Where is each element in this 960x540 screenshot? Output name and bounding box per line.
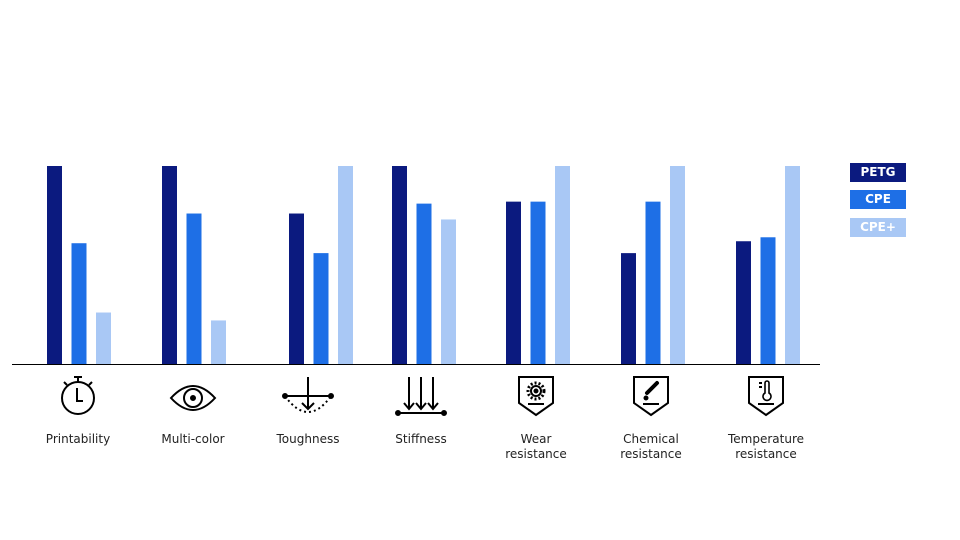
category-label-line: resistance (505, 447, 567, 461)
bar-petg-1 (162, 166, 177, 364)
category-label-line: resistance (620, 447, 682, 461)
category-label-line: Toughness (276, 432, 340, 446)
bar-cpe-0 (71, 243, 87, 364)
category-label: Wear resistance (481, 432, 591, 462)
category-label-line: Stiffness (395, 432, 447, 446)
bar-cpe-5 (645, 201, 661, 364)
dropper-shield-icon (633, 376, 669, 417)
gear-shield-icon (518, 376, 554, 417)
stopwatch-icon (61, 376, 95, 415)
bar-petg-6 (736, 241, 751, 364)
bar-cpe-plus-4 (555, 166, 570, 364)
category-label-line: Multi-color (161, 432, 225, 446)
bar-cpe-plus-6 (785, 166, 800, 364)
bar-cpe-1 (186, 213, 202, 364)
category-label: Stiffness (366, 432, 476, 447)
category-label: Toughness (253, 432, 363, 447)
bar-cpe-plus-5 (670, 166, 685, 364)
bar-cpe-plus-3 (441, 219, 456, 364)
category-label: Temperature resistance (711, 432, 821, 462)
category-label-line: resistance (735, 447, 797, 461)
category-label: Multi-color (138, 432, 248, 447)
category-label-line: Chemical (623, 432, 679, 446)
bar-cpe-plus-0 (96, 312, 111, 364)
category-label: Chemical resistance (596, 432, 706, 462)
bar-cpe-2 (313, 253, 329, 364)
category-label: Printability (23, 432, 133, 447)
legend-item-petg: PETG (850, 163, 906, 182)
bar-cpe-3 (416, 203, 432, 364)
downward-arrows-icon (395, 377, 447, 416)
category-label-line: Printability (45, 432, 111, 446)
bar-cpe-plus-2 (338, 166, 353, 364)
legend-item-cpe-plus: CPE+ (850, 218, 906, 237)
category-label-line: Wear (520, 432, 552, 446)
bar-petg-5 (621, 253, 636, 364)
thermometer-shield-icon (748, 376, 784, 417)
category-label-line: Temperature (727, 432, 804, 446)
bar-petg-4 (506, 201, 521, 364)
bar-petg-2 (289, 213, 304, 364)
bar-cpe-plus-1 (211, 320, 226, 364)
bar-petg-3 (392, 166, 407, 364)
bar-cpe-4 (530, 201, 546, 364)
bar-petg-0 (47, 166, 62, 364)
impact-icon (282, 377, 334, 413)
bar-cpe-6 (760, 237, 776, 364)
legend-item-cpe: CPE (850, 190, 906, 209)
eye-icon (169, 385, 217, 411)
